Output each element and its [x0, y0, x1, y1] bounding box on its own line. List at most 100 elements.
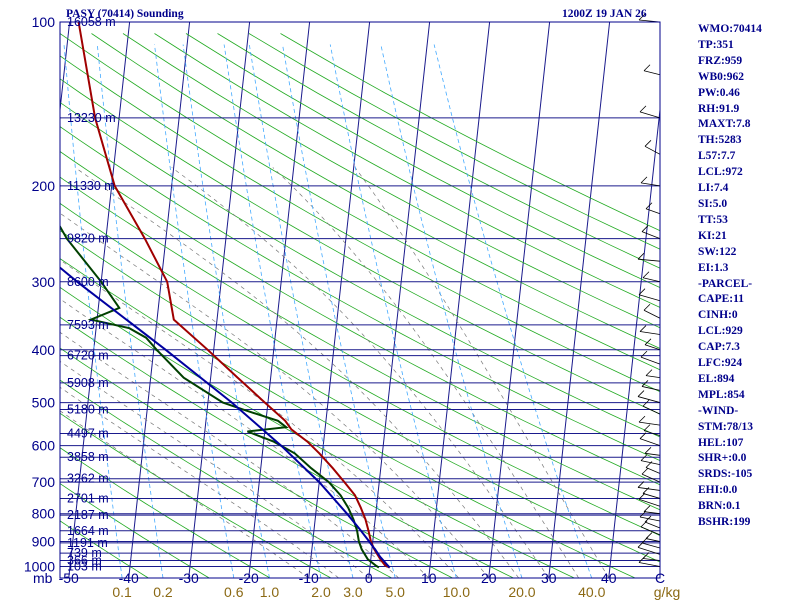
index-item: HEL:107: [698, 436, 744, 449]
wind-barb: [643, 309, 661, 319]
pressure-tick-label: 900: [32, 534, 56, 550]
mixing-ratio-tick-label: 0.1: [112, 584, 132, 600]
wind-barb: [643, 511, 661, 515]
wind-barb-flag: [643, 505, 651, 512]
index-item: BSHR:199: [698, 516, 751, 529]
wind-barb: [644, 452, 661, 456]
wind-barb: [639, 516, 661, 522]
wind-barb: [638, 421, 661, 426]
wind-barb: [640, 526, 661, 536]
wind-barb: [641, 231, 661, 240]
wind-barb-flag: [637, 252, 645, 260]
pressure-tick-label: 300: [32, 274, 56, 290]
dry-adiabat-line: [60, 202, 660, 536]
chart-subtitle: 1200Z 19 JAN 26: [562, 8, 647, 20]
index-item: STM:78/13: [698, 420, 753, 433]
index-item: FRZ:959: [698, 54, 743, 67]
pressure-unit-label: mb: [33, 570, 53, 586]
wind-barb: [644, 145, 661, 155]
wind-barb: [642, 405, 661, 415]
dry-adiabat-line: [91, 33, 660, 349]
height-label: 1664 m: [67, 524, 109, 538]
isotherm-line: [248, 22, 311, 578]
dry-adiabat-line: [60, 78, 660, 415]
wind-barb-flag: [638, 288, 646, 295]
index-item: WMO:70414: [698, 23, 762, 35]
pressure-tick-label: 100: [32, 14, 56, 30]
height-label: 5180 m: [67, 403, 109, 417]
mixing-ratio-line: [380, 44, 523, 578]
wind-barb-flag: [639, 432, 647, 439]
isotherm-line: [188, 22, 251, 578]
index-item: RH:91.9: [698, 102, 740, 115]
index-item: CAPE:11: [698, 293, 744, 306]
height-label: 366 m: [67, 553, 102, 567]
wind-barb-flag: [642, 271, 650, 279]
wind-barb-flag: [637, 481, 645, 488]
mixing-ratio-tick-label: 2.0: [311, 584, 331, 600]
isotherm-line: [68, 22, 131, 578]
pressure-tick-label: 400: [32, 342, 56, 358]
dry-adiabat-line: [60, 379, 392, 578]
wind-barb: [637, 258, 661, 262]
wind-barb: [640, 460, 661, 465]
isotherm-line: [128, 22, 191, 578]
height-label: 2701 m: [67, 491, 109, 505]
height-label: 13230 m: [67, 111, 116, 125]
index-item: L57:7.7: [698, 150, 736, 163]
wind-barb: [637, 487, 661, 491]
wind-barb: [637, 546, 661, 555]
height-label: 2187 m: [67, 508, 109, 522]
height-label: 7593 m: [67, 318, 109, 332]
isotherm-line: [608, 105, 660, 578]
mixing-ratio-tick-label: 0.2: [153, 584, 173, 600]
mixing-ratio-line: [282, 44, 396, 578]
pressure-tick-label: 500: [32, 395, 56, 411]
height-label: 1191 m: [67, 536, 108, 550]
height-label: 103 m: [67, 559, 102, 573]
dry-adiabat-line: [217, 33, 660, 269]
dry-adiabat-line: [60, 520, 149, 578]
wind-barb-flag: [642, 399, 650, 407]
mixing-ratio-line: [63, 44, 123, 578]
mixing-ratio-tick-label: 0.6: [224, 584, 244, 600]
wind-barb: [641, 473, 661, 483]
pressure-tick-label: 800: [32, 506, 56, 522]
wind-barb: [643, 430, 661, 436]
wind-barb: [639, 331, 661, 335]
wind-barb-flag: [638, 415, 646, 423]
wind-barb-flag: [639, 325, 647, 332]
index-item: LFC:924: [698, 357, 743, 370]
dry-adiabat-line: [60, 347, 453, 578]
wind-barb-flag: [645, 202, 653, 210]
wind-barb-flag: [638, 492, 646, 500]
wind-barb: [645, 375, 661, 379]
wind-barb-flag: [643, 303, 651, 311]
index-item: SRDS:-105: [698, 468, 753, 481]
index-item: WB0:962: [698, 70, 744, 83]
wind-barb: [638, 562, 661, 567]
height-label: 4497 m: [67, 427, 109, 441]
index-item: -WIND-: [698, 404, 739, 417]
dry-adiabat-line: [60, 230, 660, 563]
mixing-ratio-line: [154, 44, 235, 578]
index-item: MAXT:7.8: [698, 118, 751, 131]
index-item: TP:351: [698, 38, 734, 51]
wind-barb-flag: [640, 454, 648, 461]
wind-barb: [642, 277, 661, 283]
dry-adiabat-line: [60, 447, 271, 578]
wind-barb-flag: [643, 64, 651, 72]
wind-barb: [641, 386, 661, 391]
parcel-trace: [60, 266, 391, 569]
index-item: EL:894: [698, 372, 735, 385]
wind-barb-flag: [640, 520, 648, 528]
index-item: SHR+:0.0: [698, 452, 747, 465]
index-item: -PARCEL-: [698, 277, 753, 290]
dry-adiabat-line: [154, 33, 660, 308]
mixing-ratio-unit-label: g/kg: [654, 584, 680, 600]
dry-adiabat-line: [122, 33, 660, 329]
wind-barb-flag: [640, 350, 648, 358]
moist-adiabat-line: [60, 259, 459, 578]
pressure-tick-label: 700: [32, 474, 56, 490]
wind-barb: [639, 111, 661, 119]
